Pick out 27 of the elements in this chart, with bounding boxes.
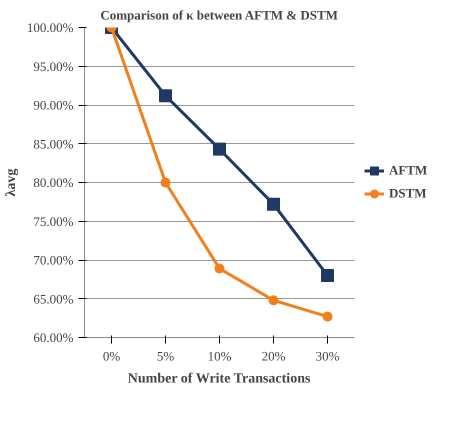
x-tick-label: 10% [208,348,232,364]
x-tick-label: 30% [316,348,340,364]
y-tick-label: 65.00% [33,291,74,306]
x-tick-label: 20% [262,348,286,364]
y-tick-label: 85.00% [33,136,74,152]
y-tick-label: 100.00% [26,20,74,35]
point [321,269,334,282]
y-tick-label: 90.00% [33,98,74,112]
point [267,198,280,211]
point [322,312,332,322]
y-tick-label: 70.00% [33,252,74,268]
legend-label: AFTM [389,162,428,178]
y-tick-label: 95.00% [33,58,74,74]
x-axis-title: Number of Write Transactions [128,372,311,386]
y-axis-title: λavg [4,168,19,196]
x-tick-label: 0% [102,348,120,364]
point [214,264,224,274]
legend-label: DSTM [389,186,427,202]
chart-title: Comparison of κ between AFTM & DSTM [100,8,338,22]
y-tick-label: 75.00% [33,214,74,229]
point [268,295,278,306]
point [159,89,172,102]
x-tick-label: 5% [156,348,174,364]
point [160,178,170,188]
y-tick-label: 60.00% [33,330,74,345]
y-tick-label: 80.00% [33,175,74,190]
point [213,142,226,156]
